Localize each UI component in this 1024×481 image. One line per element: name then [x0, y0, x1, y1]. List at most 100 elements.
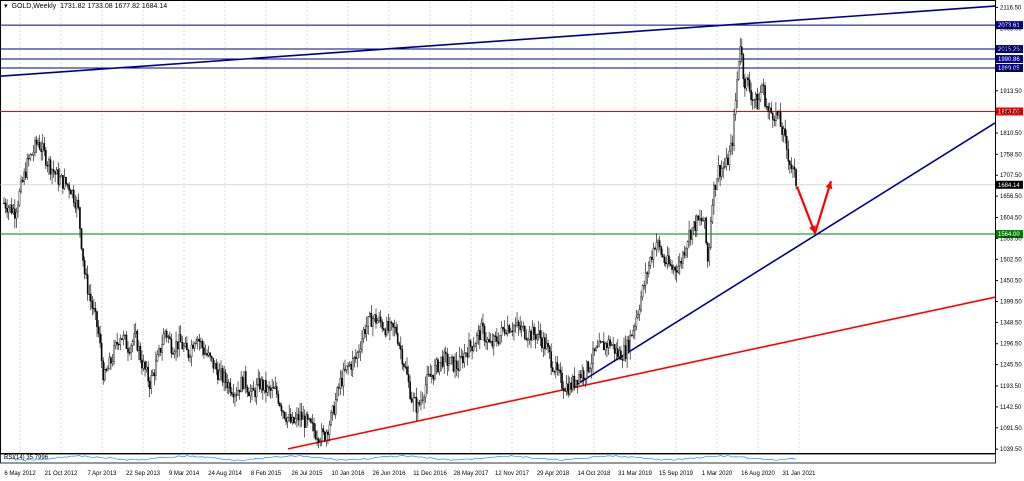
price-tick-label: 1862.00 [1000, 110, 1022, 116]
candle-body [57, 169, 60, 185]
candle-body [365, 326, 368, 334]
candle-body [148, 381, 151, 389]
candle-body [527, 339, 529, 341]
candle-body [469, 340, 472, 347]
candle-body [723, 166, 726, 168]
candle-body [4, 202, 7, 209]
candle-body [795, 169, 797, 186]
candle-body [378, 316, 380, 321]
candle-body [66, 183, 69, 186]
candle-body [227, 382, 230, 389]
candle-body [475, 334, 478, 345]
forecast-arrow-head [809, 225, 816, 234]
level-label: 1863.00 [998, 109, 1020, 115]
candle-body [401, 349, 404, 365]
candle-body [76, 199, 78, 209]
candle-body [138, 346, 140, 351]
candle-body [347, 365, 349, 367]
candle-body [28, 158, 30, 160]
candle-body [620, 350, 622, 360]
candle-body [359, 348, 362, 352]
time-tick-label: 9 Mar 2014 [169, 471, 200, 477]
price-axis: 2116.50 2065.00 2015.25 1964.00 1913.50 1862.… [995, 6, 1022, 453]
candle-body [7, 207, 10, 213]
candle-body [551, 367, 554, 372]
candle-body [327, 431, 329, 435]
candle-body [654, 247, 656, 250]
candle-body [697, 215, 700, 221]
candle-body [83, 260, 86, 274]
candle-body [406, 366, 408, 375]
candle-body [703, 217, 706, 221]
candle-body [389, 321, 391, 331]
candle-body [46, 165, 49, 167]
candle-body [562, 388, 565, 391]
candle-body [167, 336, 170, 338]
candle-body [689, 230, 692, 240]
candle-body [54, 171, 56, 175]
time-tick-label: 31 Jan 2021 [782, 471, 816, 477]
candle-body [706, 242, 709, 262]
time-tick-label: 10 Jan 2016 [331, 471, 365, 477]
candle-body [386, 321, 388, 336]
candle-body [49, 159, 52, 175]
candle-body [151, 372, 154, 376]
candle-body [226, 382, 229, 389]
candle-body [72, 189, 75, 203]
candle-body [362, 329, 365, 339]
candle-body [200, 341, 202, 343]
candle-body [542, 337, 545, 349]
candle-body [392, 322, 394, 328]
candle-body [413, 397, 416, 399]
dropdown-icon[interactable]: ▾ [4, 3, 8, 10]
candle-body [235, 394, 238, 396]
candle-body [434, 364, 436, 380]
price-tick-label: 1245.50 [1000, 363, 1022, 369]
time-tick-label: 31 Mar 2019 [618, 471, 652, 477]
candle-body [685, 248, 687, 256]
candle-body [643, 285, 645, 287]
candle-body [105, 369, 108, 371]
candle-body [699, 218, 701, 221]
time-tick-label: 6 May 2012 [4, 471, 36, 477]
candle-body [627, 339, 630, 351]
candle-body [730, 142, 732, 152]
candle-body [237, 389, 239, 396]
candle-body [770, 107, 773, 114]
candle-body [719, 165, 721, 177]
candle-body [702, 220, 704, 222]
candle-body [451, 356, 453, 358]
candle-body [396, 332, 399, 344]
candle-body [688, 230, 690, 242]
candle-body [767, 106, 769, 112]
candle-body [229, 382, 232, 393]
candle-body [127, 348, 129, 353]
candle-body [615, 348, 618, 354]
candle-body [279, 403, 281, 406]
candle-body [609, 339, 611, 346]
level-label: 1969.05 [998, 66, 1020, 72]
candle-body [313, 423, 315, 432]
candle-body [113, 345, 115, 362]
candle-body [218, 370, 221, 380]
level-label: 2073.61 [998, 23, 1020, 29]
candle-body [387, 321, 390, 331]
time-tick-label: 21 Oct 2012 [45, 471, 78, 477]
candle-body [381, 321, 384, 329]
candle-body [342, 368, 345, 387]
time-tick-label: 12 Nov 2017 [495, 471, 530, 477]
candle-body [612, 344, 614, 346]
candle-body [621, 359, 624, 361]
candle-body [533, 326, 535, 335]
candle-body [793, 166, 796, 170]
candle-body [344, 368, 346, 371]
candle-body [209, 352, 211, 357]
candle-body [674, 266, 676, 271]
candle-body [420, 399, 422, 405]
candle-body [558, 369, 560, 371]
candle-body [446, 353, 449, 366]
chart-header: ▾ GOLD,Weekly 1731.82 1733.08 1677.82 1684… [4, 2, 171, 10]
candle-body [683, 252, 686, 256]
candle-body [691, 227, 693, 240]
